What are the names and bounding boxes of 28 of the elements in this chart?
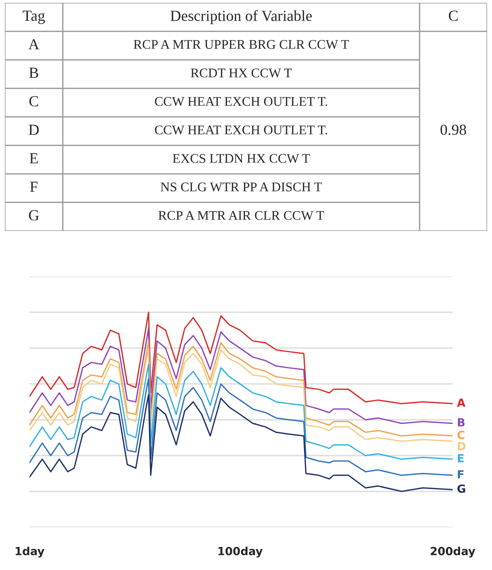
text: Tag [22, 10, 45, 24]
text: E [30, 153, 38, 164]
text: CCW HEAT EXCH OUTLET T. [154, 126, 328, 134]
x-tick-label: 200day [430, 546, 476, 558]
text: A [28, 39, 40, 50]
text: B [29, 68, 38, 78]
series-label: A [456, 398, 466, 407]
text: RCP A MTR AIR CLR CCW T [158, 211, 324, 220]
text: 0.98 [440, 124, 466, 135]
x-tick-label: 1day [16, 546, 44, 558]
series-label: F [458, 470, 464, 478]
text: C [29, 96, 38, 106]
series-label: E [458, 454, 464, 462]
series-label: D [458, 442, 466, 450]
text: Description of Variable [170, 10, 312, 24]
text: D [28, 124, 39, 135]
text: RCDT HX CCW T [190, 68, 292, 78]
text: EXCS LTDN HX CCW T [172, 154, 310, 163]
series-label: B [458, 418, 465, 426]
text: F [30, 182, 38, 192]
series-label: C [457, 430, 464, 440]
text: C [448, 10, 458, 21]
text: NS CLG WTR PP A DISCH T [160, 182, 322, 192]
text: CCW HEAT EXCH OUTLET T. [154, 97, 328, 106]
x-tick-label: 100day [218, 546, 263, 558]
text: G [28, 210, 39, 220]
text: RCP A MTR UPPER BRG CLR CCW T [134, 40, 349, 49]
series-label: G [457, 484, 466, 493]
